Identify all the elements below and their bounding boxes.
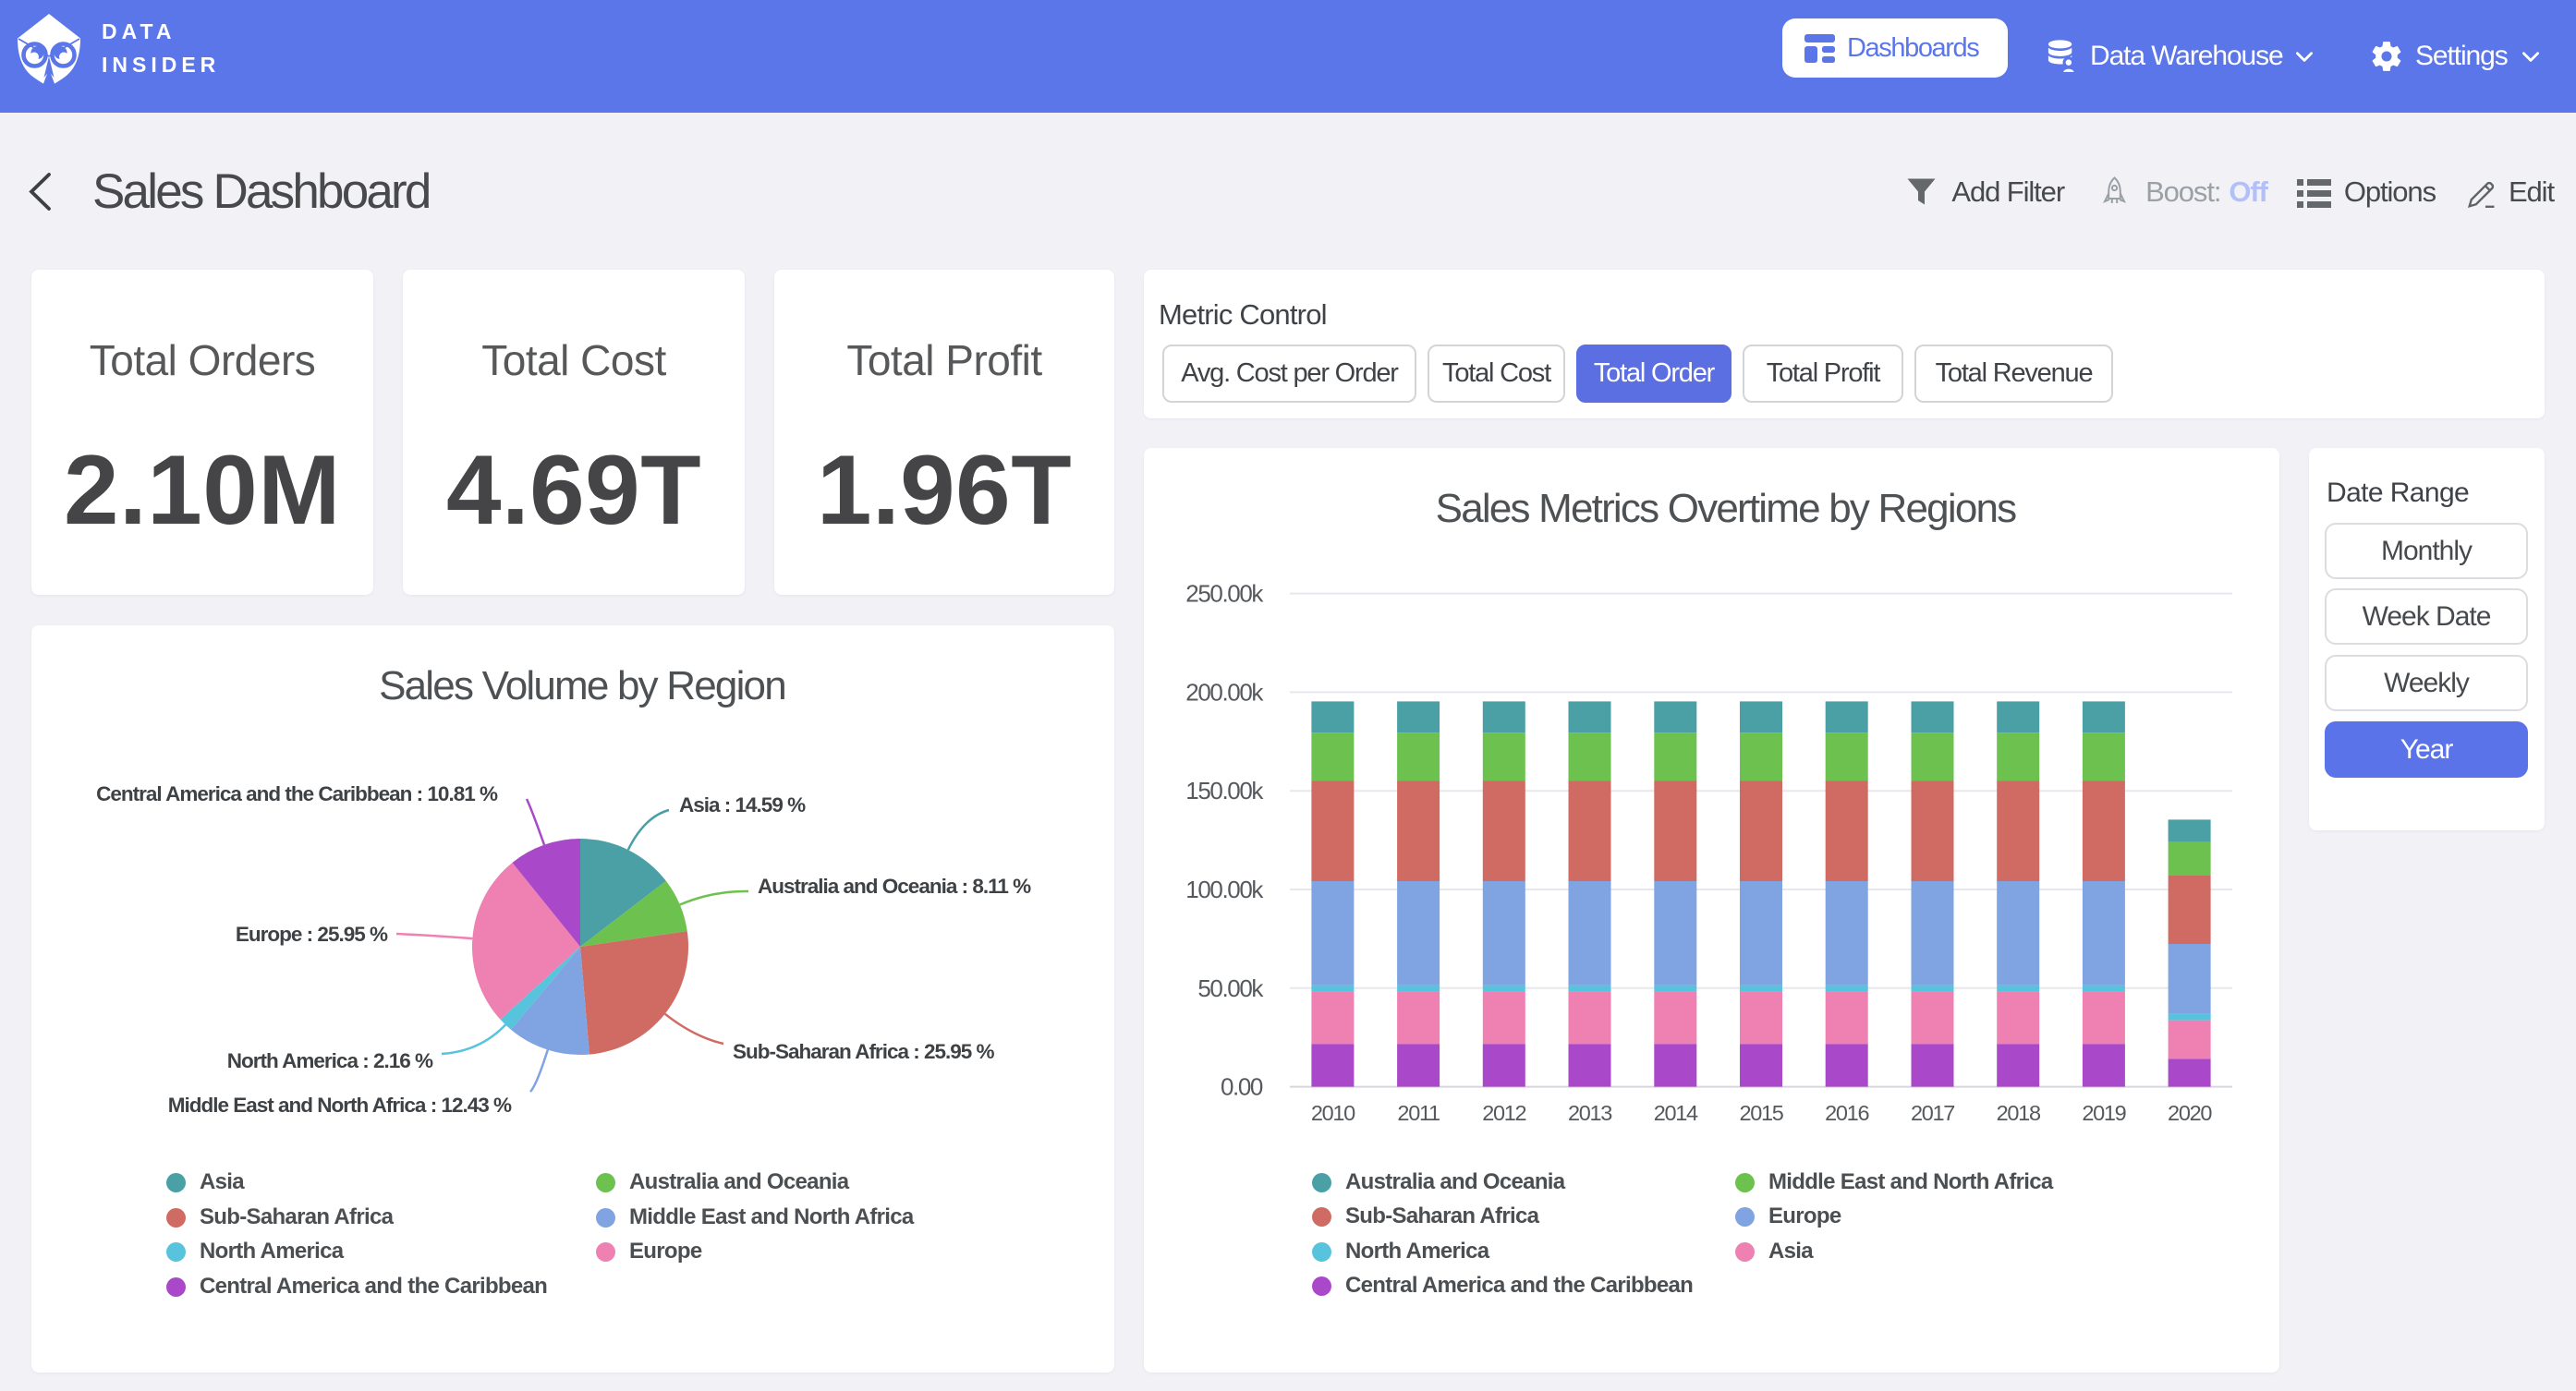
svg-text:2013: 2013	[1568, 1101, 1612, 1125]
svg-text:Central America and the Caribb: Central America and the Caribbean : 10.8…	[96, 782, 498, 805]
svg-text:0.00: 0.00	[1221, 1073, 1263, 1101]
svg-text:2012: 2012	[1482, 1101, 1525, 1125]
svg-text:2019: 2019	[2082, 1101, 2125, 1125]
svg-text:150.00k: 150.00k	[1185, 777, 1264, 804]
svg-text:Europe : 25.95 %: Europe : 25.95 %	[236, 923, 388, 946]
svg-text:2010: 2010	[1311, 1101, 1355, 1125]
svg-text:North America : 2.16 %: North America : 2.16 %	[227, 1049, 433, 1072]
svg-text:2020: 2020	[2168, 1101, 2212, 1125]
svg-text:2018: 2018	[1997, 1101, 2041, 1125]
svg-text:Asia : 14.59 %: Asia : 14.59 %	[679, 793, 806, 816]
svg-text:250.00k: 250.00k	[1185, 580, 1264, 608]
svg-text:Australia and Oceania : 8.11 %: Australia and Oceania : 8.11 %	[758, 875, 1031, 898]
svg-text:200.00k: 200.00k	[1185, 678, 1264, 706]
svg-text:2014: 2014	[1654, 1101, 1698, 1125]
svg-text:100.00k: 100.00k	[1185, 876, 1264, 903]
svg-text:Sub-Saharan Africa : 25.95 %: Sub-Saharan Africa : 25.95 %	[733, 1040, 995, 1063]
svg-text:50.00k: 50.00k	[1197, 974, 1264, 1002]
svg-text:2015: 2015	[1739, 1101, 1783, 1125]
svg-text:2016: 2016	[1825, 1101, 1869, 1125]
svg-text:2017: 2017	[1911, 1101, 1954, 1125]
svg-text:2011: 2011	[1397, 1101, 1440, 1125]
svg-text:Middle East and North Africa :: Middle East and North Africa : 12.43 %	[168, 1094, 512, 1117]
